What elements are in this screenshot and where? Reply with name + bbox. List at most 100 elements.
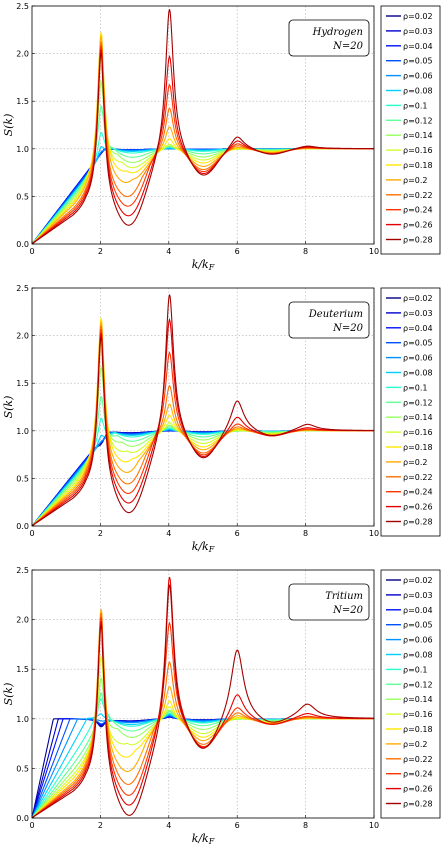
series-line xyxy=(32,321,374,526)
x-tick-label: 0 xyxy=(29,247,34,256)
legend-label: ρ=0.16 xyxy=(403,146,433,155)
legend-label: ρ=0.05 xyxy=(403,621,433,630)
legend-label: ρ=0.1 xyxy=(403,101,428,110)
y-tick-label: 0.5 xyxy=(16,192,29,201)
x-tick-label: 2 xyxy=(98,247,103,256)
x-tick-label: 8 xyxy=(303,529,308,538)
chart-panel-hydrogen: 0 2 4 6 8 10 0.0 0.5 1.0 1.5 2.0 2.5 k/kF S(k) Hydroge… xyxy=(2,2,441,272)
y-tick-label: 0.0 xyxy=(16,522,29,531)
y-axis-label: S(k) xyxy=(2,683,15,706)
legend-label: ρ=0.18 xyxy=(403,161,433,170)
x-tick-label: 10 xyxy=(369,247,379,256)
series-line xyxy=(32,41,374,244)
legend-label: ρ=0.28 xyxy=(403,518,433,527)
y-tick-label: 2.5 xyxy=(16,284,29,293)
y-axis-label: S(k) xyxy=(2,114,15,137)
series-line xyxy=(32,9,374,244)
series-line xyxy=(32,576,374,818)
legend-label: ρ=0.26 xyxy=(403,503,433,512)
series-line xyxy=(32,45,374,244)
x-axis-label-sub: F xyxy=(208,263,215,272)
legend-label: ρ=0.22 xyxy=(403,473,433,482)
x-axis-label: k/kF xyxy=(192,258,215,272)
x-tick-label: 0 xyxy=(29,821,34,830)
x-tick-label: 10 xyxy=(369,529,379,538)
y-tick-label: 0.5 xyxy=(16,764,29,773)
x-axis-label-sub: F xyxy=(208,837,215,844)
x-axis-label: k/kF xyxy=(192,540,215,554)
legend-label: ρ=0.16 xyxy=(403,428,433,437)
x-tick-label: 2 xyxy=(98,821,103,830)
y-tick-label: 1.5 xyxy=(16,97,29,106)
legend-label: ρ=0.14 xyxy=(403,413,433,422)
legend-label: ρ=0.26 xyxy=(403,785,433,794)
legend-label: ρ=0.08 xyxy=(403,369,433,378)
y-tick-label: 2.0 xyxy=(16,50,29,59)
x-tick-label: 6 xyxy=(235,247,240,256)
series-line xyxy=(32,317,374,526)
legend-label: ρ=0.03 xyxy=(403,309,433,318)
legend-label: ρ=0.06 xyxy=(403,72,433,81)
chart-panel-tritium: 0 2 4 6 8 10 0.0 0.5 1.0 1.5 2.0 2.5 k/kF S(k) Tritium… xyxy=(2,566,441,844)
plot-frame xyxy=(31,5,375,245)
series-line xyxy=(32,325,374,526)
y-tick-label: 2.0 xyxy=(16,616,29,625)
legend-box xyxy=(380,287,441,537)
legend-box xyxy=(380,5,441,255)
y-tick-label: 1.0 xyxy=(16,145,29,154)
legend-label: ρ=0.26 xyxy=(403,221,433,230)
annotation-box xyxy=(288,583,370,621)
legend-label: ρ=0.04 xyxy=(403,324,433,333)
legend-label: ρ=0.02 xyxy=(403,12,433,21)
annotation-box xyxy=(288,19,370,57)
series-group xyxy=(32,9,374,244)
legend-label: ρ=0.06 xyxy=(403,636,433,645)
legend-label: ρ=0.12 xyxy=(403,680,433,689)
legend-label: ρ=0.18 xyxy=(403,725,433,734)
legend-label: ρ=0.16 xyxy=(403,710,433,719)
annotation-species: Tritium xyxy=(325,591,363,602)
series-line xyxy=(32,329,374,526)
legend-label: ρ=0.04 xyxy=(403,606,433,615)
series-line xyxy=(32,584,374,818)
legend-label: ρ=0.12 xyxy=(403,398,433,407)
legend-label: ρ=0.1 xyxy=(403,383,428,392)
y-tick-label: 0.0 xyxy=(16,240,29,249)
series-line xyxy=(32,317,374,526)
y-tick-label: 0.5 xyxy=(16,474,29,483)
y-tick-label: 2.0 xyxy=(16,332,29,341)
plot-frame xyxy=(31,569,375,819)
legend-label: ρ=0.08 xyxy=(403,87,433,96)
series-group xyxy=(32,294,374,526)
y-tick-label: 1.0 xyxy=(16,427,29,436)
x-axis-label: k/kF xyxy=(192,832,215,844)
legend-label: ρ=0.24 xyxy=(403,206,433,215)
series-line xyxy=(32,31,374,244)
x-tick-label: 8 xyxy=(303,247,308,256)
x-tick-label: 2 xyxy=(98,529,103,538)
legend-label: ρ=0.06 xyxy=(403,354,433,363)
chart-panel-deuterium: 0 2 4 6 8 10 0.0 0.5 1.0 1.5 2.0 2.5 k/kF S(k) Deuteri… xyxy=(2,284,441,554)
legend-label: ρ=0.08 xyxy=(403,651,433,660)
y-tick-label: 1.5 xyxy=(16,665,29,674)
annotation-n: N=20 xyxy=(332,41,363,52)
legend-label: ρ=0.18 xyxy=(403,443,433,452)
x-tick-label: 0 xyxy=(29,529,34,538)
legend-label: ρ=0.1 xyxy=(403,665,428,674)
series-group xyxy=(32,576,374,818)
legend-label: ρ=0.2 xyxy=(403,458,428,467)
series-line xyxy=(32,35,374,244)
x-tick-label: 6 xyxy=(235,529,240,538)
legend-label: ρ=0.22 xyxy=(403,191,433,200)
legend-label: ρ=0.28 xyxy=(403,236,433,245)
annotation-n: N=20 xyxy=(332,323,363,334)
legend-label: ρ=0.02 xyxy=(403,576,433,585)
legend-label: ρ=0.14 xyxy=(403,131,433,140)
annotation-box xyxy=(288,301,370,339)
legend-label: ρ=0.24 xyxy=(403,488,433,497)
legend-label: ρ=0.14 xyxy=(403,695,433,704)
legend-label: ρ=0.03 xyxy=(403,591,433,600)
y-tick-label: 2.5 xyxy=(16,2,29,11)
legend-label: ρ=0.24 xyxy=(403,770,433,779)
